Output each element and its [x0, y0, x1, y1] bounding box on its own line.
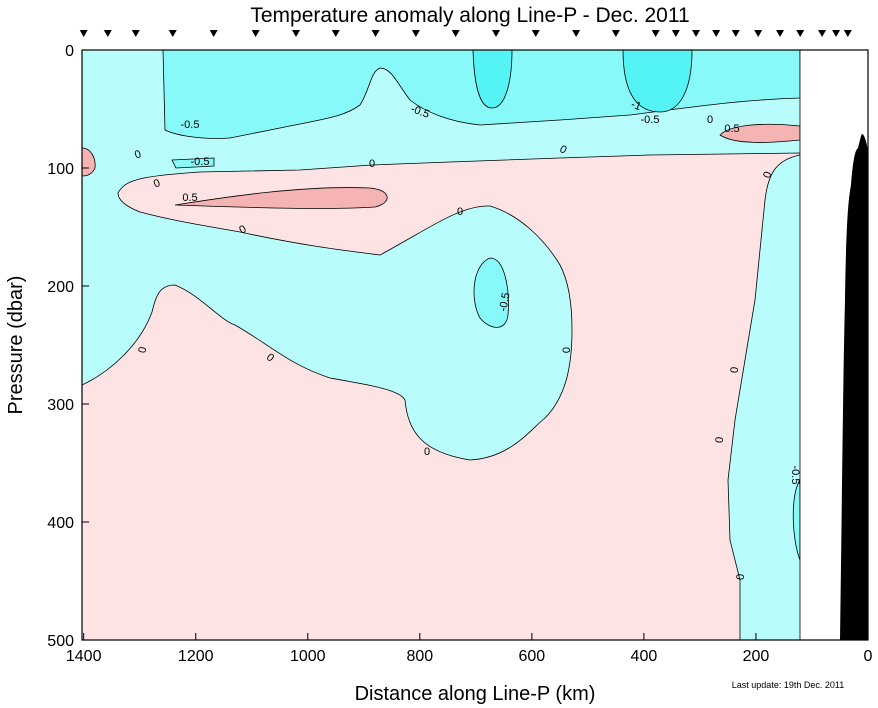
station-marker [451, 30, 460, 37]
x-tick-label: 400 [631, 648, 658, 665]
contour-label: 0 [133, 148, 143, 161]
station-marker [411, 30, 420, 37]
station-marker [572, 30, 581, 37]
contour-label: 0.5 [724, 123, 739, 135]
contour-label: -1 [629, 99, 642, 114]
station-marker [168, 30, 177, 37]
contour-field: -0.5-0.5-0.5 -0.5-0.5-0.50000000000000000… [81, 49, 868, 641]
y-tick-label: 500 [47, 633, 74, 650]
x-tick-label: 1000 [290, 648, 326, 665]
contour-label: 0 [136, 346, 149, 354]
x-tick-label: 1400 [66, 648, 102, 665]
station-marker [796, 30, 805, 37]
band-neg-one [622, 49, 693, 113]
y-tick-label: 0 [65, 43, 74, 60]
bathymetry [840, 134, 868, 640]
contour-label: 0 [152, 177, 162, 190]
contour-label: 0 [714, 436, 726, 443]
station-marker [692, 30, 701, 37]
x-tick-label: 0 [864, 648, 873, 665]
plot-frame [81, 49, 869, 641]
band-pos-half [174, 187, 388, 209]
contour-label: 0.5 [182, 192, 197, 204]
y-tick-label: 400 [47, 515, 74, 532]
y-tick-label: 200 [47, 279, 74, 296]
station-marker [843, 30, 852, 37]
contour-label: -0.5 [789, 466, 801, 485]
station-marker [209, 30, 218, 37]
band-pos-half [81, 147, 96, 177]
band-neg-half [171, 157, 215, 169]
contour-label: 0 [735, 573, 747, 580]
contour-label: 0 [729, 366, 741, 373]
contour-label: 0 [424, 446, 430, 458]
station-marker [671, 30, 680, 37]
band-neg-one [472, 49, 513, 109]
x-tick-label: 600 [519, 648, 546, 665]
station-marker [131, 30, 140, 37]
contour-label: 0 [457, 206, 463, 218]
contour-label: 0 [561, 347, 573, 353]
contour-label: -0.5 [641, 114, 660, 126]
chart-title: Temperature anomaly along Line-P - Dec. … [250, 4, 689, 27]
y-tick-label: 300 [47, 397, 74, 414]
contour-label: -0.5 [497, 292, 512, 313]
station-marker [611, 30, 620, 37]
station-marker [832, 30, 841, 37]
contour-label: -0.5 [191, 156, 210, 168]
station-marker [731, 30, 740, 37]
y-tick-label: 100 [47, 161, 74, 178]
station-marker [103, 30, 112, 37]
x-tick-label: 200 [743, 648, 770, 665]
x-tick-label: 800 [406, 648, 433, 665]
station-marker [818, 30, 827, 37]
x-tick-label: 1200 [178, 648, 214, 665]
contour-label: 0 [761, 170, 774, 180]
contour-label: -0.5 [181, 119, 200, 131]
station-marker [492, 30, 501, 37]
station-marker [251, 30, 260, 37]
station-marker [79, 30, 88, 37]
contour-label: 0 [557, 143, 568, 156]
station-marker [292, 30, 301, 37]
station-marker [712, 30, 721, 37]
station-marker [651, 30, 660, 37]
y-axis-label: Pressure (dbar) [5, 276, 27, 415]
station-marker [371, 30, 380, 37]
band-positive [81, 152, 801, 641]
contour-label: 0 [237, 223, 248, 236]
update-note: Last update: 19th Dec. 2011 [732, 680, 844, 690]
station-marker [754, 30, 763, 37]
contour-label: 0 [707, 114, 713, 126]
station-marker [331, 30, 340, 37]
x-axis-label: Distance along Line-P (km) [355, 683, 596, 705]
station-marker [531, 30, 540, 37]
station-marker [776, 30, 785, 37]
contour-label: 0 [369, 158, 375, 170]
band-neg-half [473, 257, 509, 328]
